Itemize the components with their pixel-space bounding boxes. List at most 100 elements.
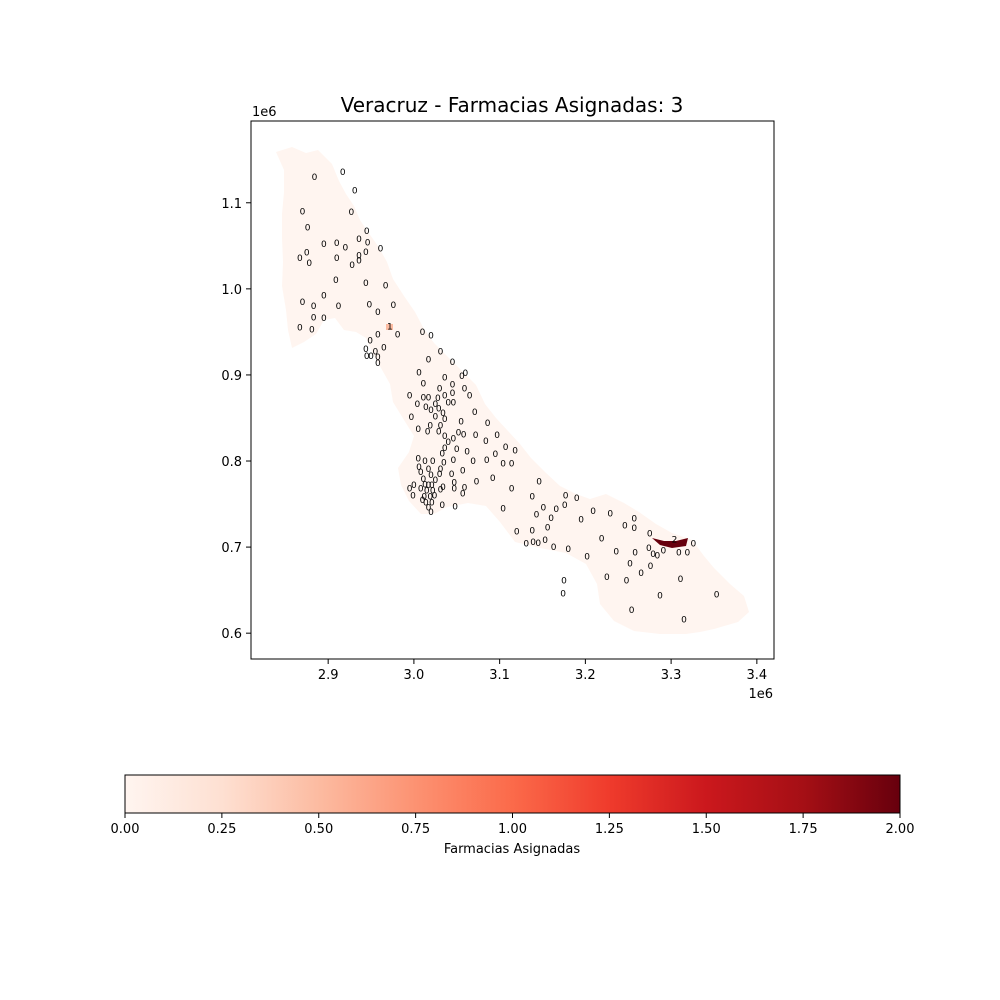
y-tick-label: 1.0 — [221, 283, 242, 298]
municipality-value-label: 0 — [473, 431, 479, 441]
municipality-value-label: 0 — [425, 428, 431, 438]
municipality-value-label: 0 — [458, 417, 464, 427]
municipality-value-label: 0 — [512, 447, 518, 457]
municipality-value-label: 0 — [655, 552, 661, 562]
municipality-value-label: 0 — [306, 259, 312, 269]
y-tick-label: 0.9 — [221, 369, 242, 384]
colorbar-tick-label: 1.00 — [498, 822, 527, 837]
municipality-value-label: 0 — [439, 449, 445, 459]
veracruz-region-shape — [276, 147, 749, 634]
municipality-value-label: 0 — [378, 244, 384, 254]
municipality-value-label: 0 — [304, 249, 310, 259]
map-title: Veracruz - Farmacias Asignadas: 3 — [341, 93, 684, 117]
highlight-region — [652, 538, 688, 548]
municipality-value-label: 0 — [375, 359, 381, 369]
municipality-value-label: 0 — [429, 498, 435, 508]
municipality-value-label: 0 — [426, 503, 432, 513]
municipality-value-label: 0 — [321, 240, 327, 250]
municipality-value-label: 0 — [450, 398, 456, 408]
municipality-value-label: 0 — [548, 514, 554, 524]
municipality-value-label: 0 — [420, 328, 426, 338]
municipality-value-label: 0 — [523, 540, 529, 550]
municipality-value-label: 0 — [422, 457, 428, 467]
municipality-value-label: 0 — [375, 330, 381, 340]
municipality-value-label: 0 — [437, 385, 443, 395]
municipality-value-label: 0 — [390, 301, 396, 311]
municipality-value-label: 0 — [622, 522, 628, 532]
municipality-value-label: 0 — [356, 251, 362, 261]
municipality-value-label: 0 — [439, 501, 445, 511]
colorbar-tick-label: 0.25 — [207, 822, 236, 837]
y-tick-label: 1.1 — [221, 197, 242, 212]
municipality-value-label: 0 — [441, 459, 447, 469]
x-tick-label: 2.9 — [318, 668, 339, 683]
x-tick-label: 3.2 — [575, 668, 596, 683]
municipality-value-label: 0 — [321, 292, 327, 302]
colorbar-tick-label: 0.50 — [304, 822, 333, 837]
x-tick-label: 3.1 — [489, 668, 510, 683]
municipality-value-label: 0 — [452, 503, 458, 513]
municipality-value-label: 0 — [438, 348, 444, 358]
municipality-value-label: 0 — [420, 393, 426, 403]
municipality-value-label: 0 — [420, 496, 426, 506]
municipality-value-label: 2 — [672, 535, 678, 545]
x-tick-label: 3.0 — [404, 668, 425, 683]
municipality-value-label: 0 — [450, 389, 456, 399]
municipality-value-label: 0 — [561, 577, 567, 587]
municipality-value-label: 0 — [509, 485, 515, 495]
municipality-value-label: 0 — [529, 492, 535, 502]
municipality-value-label: 0 — [426, 393, 432, 403]
municipality-value-label: 0 — [300, 298, 306, 308]
municipality-value-label: 0 — [333, 276, 339, 286]
municipality-value-label: 0 — [632, 548, 638, 558]
colorbar-tick-label: 1.75 — [789, 822, 818, 837]
municipality-value-label: 0 — [305, 224, 311, 234]
municipality-value-label: 0 — [485, 419, 491, 429]
municipality-value-label: 0 — [509, 460, 515, 470]
municipality-value-label: 0 — [456, 429, 462, 439]
municipality-value-label: 0 — [311, 313, 317, 323]
municipality-value-label: 0 — [365, 238, 371, 248]
municipality-value-label: 0 — [661, 547, 667, 557]
municipality-value-label: 0 — [416, 368, 422, 378]
municipality-value-label: 0 — [627, 559, 633, 569]
municipality-value-label: 0 — [535, 539, 541, 549]
municipality-value-label: 0 — [474, 478, 480, 488]
municipality-value-label: 0 — [356, 256, 362, 266]
municipality-value-label: 0 — [445, 398, 451, 408]
municipality-value-label: 0 — [420, 475, 426, 485]
municipality-value-label: 0 — [494, 431, 500, 441]
municipality-value-label: 0 — [451, 485, 457, 495]
secondary-region — [386, 324, 393, 330]
municipality-value-label: 0 — [560, 590, 566, 600]
municipality-value-label: 0 — [530, 538, 536, 548]
municipality-value-label: 0 — [462, 369, 468, 379]
municipality-value-label: 0 — [438, 485, 444, 495]
municipality-value-label: 0 — [321, 314, 327, 324]
municipality-value-label: 0 — [462, 484, 468, 494]
municipality-value-label: 0 — [449, 470, 455, 480]
colorbar-tick-label: 0.75 — [401, 822, 430, 837]
municipality-value-label: 0 — [500, 460, 506, 470]
municipality-value-label: 0 — [368, 352, 374, 362]
municipality-value-label: 0 — [647, 529, 653, 539]
municipality-value-label: 0 — [364, 352, 370, 362]
municipality-value-label: 0 — [440, 483, 446, 493]
municipality-value-label: 0 — [676, 548, 682, 558]
municipality-value-label: 0 — [536, 478, 542, 488]
municipality-value-label: 0 — [534, 510, 540, 520]
municipality-value-label: 0 — [440, 409, 446, 419]
municipality-value-label: 0 — [574, 494, 580, 504]
municipality-value-label: 0 — [432, 491, 438, 501]
municipality-value-label: 0 — [410, 491, 416, 501]
municipality-value-label: 0 — [375, 353, 381, 363]
municipality-value-label: 0 — [428, 406, 434, 416]
municipality-value-label: 0 — [364, 227, 370, 237]
municipality-value-label: 0 — [438, 465, 444, 475]
municipality-value-label: 0 — [442, 374, 448, 384]
municipality-value-label: 0 — [336, 302, 342, 312]
municipality-value-label: 0 — [464, 448, 470, 458]
municipality-value-label: 0 — [551, 543, 557, 553]
